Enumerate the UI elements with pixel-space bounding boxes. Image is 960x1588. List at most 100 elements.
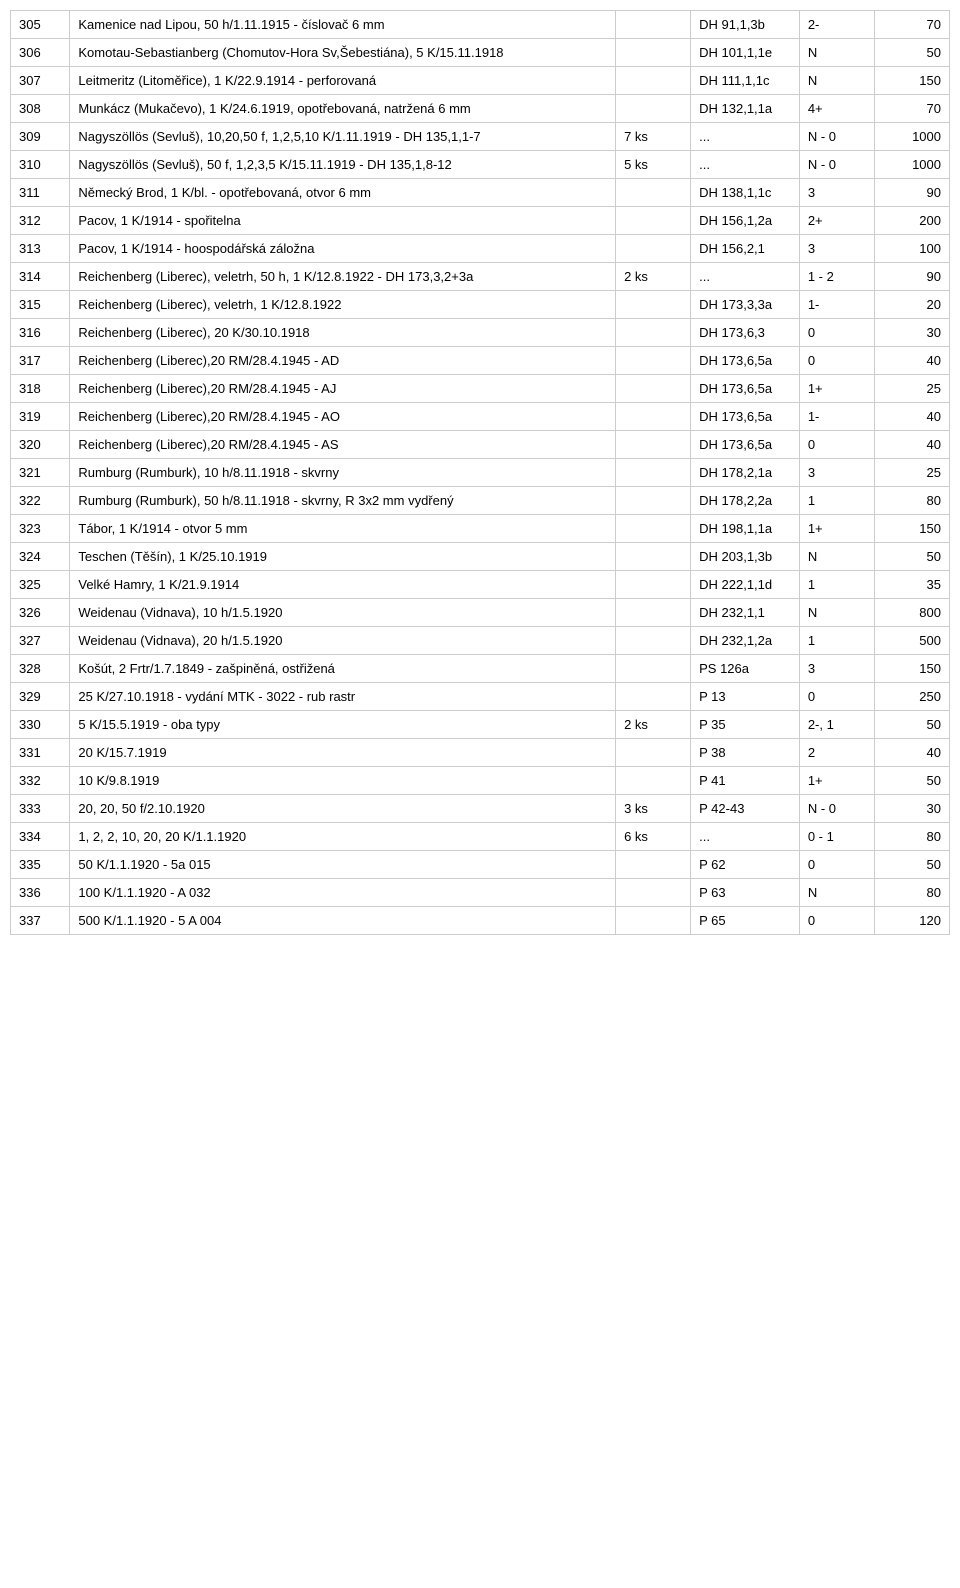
lot-quantity: [616, 879, 691, 907]
lot-grade: 1-: [799, 403, 874, 431]
lot-number: 337: [11, 907, 70, 935]
table-row: 323Tábor, 1 K/1914 - otvor 5 mmDH 198,1,…: [11, 515, 950, 543]
lot-grade: N: [799, 67, 874, 95]
lot-quantity: 5 ks: [616, 151, 691, 179]
lot-price: 20: [874, 291, 949, 319]
lot-price: 150: [874, 655, 949, 683]
lot-code: DH 173,6,5a: [691, 431, 800, 459]
lot-price: 120: [874, 907, 949, 935]
lot-grade: 0 - 1: [799, 823, 874, 851]
lot-code: DH 173,3,3a: [691, 291, 800, 319]
lot-number: 305: [11, 11, 70, 39]
lot-grade: 1+: [799, 515, 874, 543]
lot-description: Německý Brod, 1 K/bl. - opotřebovaná, ot…: [70, 179, 616, 207]
lot-grade: 1: [799, 627, 874, 655]
lot-code: P 42-43: [691, 795, 800, 823]
lot-grade: 0: [799, 851, 874, 879]
lot-code: ...: [691, 151, 800, 179]
lot-description: 25 K/27.10.1918 - vydání MTK - 3022 - ru…: [70, 683, 616, 711]
lot-description: Munkácz (Mukačevo), 1 K/24.6.1919, opotř…: [70, 95, 616, 123]
lot-description: 100 K/1.1.1920 - A 032: [70, 879, 616, 907]
lot-number: 322: [11, 487, 70, 515]
table-row: 316Reichenberg (Liberec), 20 K/30.10.191…: [11, 319, 950, 347]
lot-description: 1, 2, 2, 10, 20, 20 K/1.1.1920: [70, 823, 616, 851]
lot-quantity: [616, 655, 691, 683]
table-row: 325Velké Hamry, 1 K/21.9.1914DH 222,1,1d…: [11, 571, 950, 599]
lot-price: 40: [874, 347, 949, 375]
lot-number: 320: [11, 431, 70, 459]
lot-code: ...: [691, 263, 800, 291]
lot-quantity: [616, 683, 691, 711]
lot-code: DH 156,1,2a: [691, 207, 800, 235]
lot-price: 25: [874, 375, 949, 403]
lot-price: 40: [874, 403, 949, 431]
table-row: 336100 K/1.1.1920 - A 032P 63N80: [11, 879, 950, 907]
lot-quantity: [616, 459, 691, 487]
table-row: 313Pacov, 1 K/1914 - hoospodářská záložn…: [11, 235, 950, 263]
lot-description: Velké Hamry, 1 K/21.9.1914: [70, 571, 616, 599]
table-row: 327Weidenau (Vidnava), 20 h/1.5.1920DH 2…: [11, 627, 950, 655]
lot-code: P 63: [691, 879, 800, 907]
lot-grade: N: [799, 39, 874, 67]
lot-code: DH 232,1,2a: [691, 627, 800, 655]
lot-code: DH 178,2,2a: [691, 487, 800, 515]
lot-description: 20 K/15.7.1919: [70, 739, 616, 767]
lot-code: P 41: [691, 767, 800, 795]
lot-number: 307: [11, 67, 70, 95]
lot-description: Reichenberg (Liberec), 20 K/30.10.1918: [70, 319, 616, 347]
lot-quantity: [616, 319, 691, 347]
lot-number: 311: [11, 179, 70, 207]
table-row: 324Teschen (Těšín), 1 K/25.10.1919DH 203…: [11, 543, 950, 571]
lot-quantity: [616, 543, 691, 571]
lot-code: DH 111,1,1c: [691, 67, 800, 95]
lot-grade: 3: [799, 235, 874, 263]
table-row: 315Reichenberg (Liberec), veletrh, 1 K/1…: [11, 291, 950, 319]
table-row: 3305 K/15.5.1919 - oba typy2 ksP 352-, 1…: [11, 711, 950, 739]
lot-number: 310: [11, 151, 70, 179]
lot-number: 329: [11, 683, 70, 711]
lot-number: 325: [11, 571, 70, 599]
lot-quantity: 3 ks: [616, 795, 691, 823]
lot-number: 334: [11, 823, 70, 851]
lot-number: 326: [11, 599, 70, 627]
lot-grade: 3: [799, 655, 874, 683]
lot-price: 40: [874, 739, 949, 767]
lot-code: DH 173,6,5a: [691, 347, 800, 375]
lot-number: 321: [11, 459, 70, 487]
lot-number: 327: [11, 627, 70, 655]
lot-price: 30: [874, 795, 949, 823]
lot-grade: 1+: [799, 767, 874, 795]
lot-grade: 1 - 2: [799, 263, 874, 291]
lot-description: Reichenberg (Liberec),20 RM/28.4.1945 - …: [70, 431, 616, 459]
lot-price: 150: [874, 515, 949, 543]
lot-description: Pacov, 1 K/1914 - spořitelna: [70, 207, 616, 235]
lot-number: 332: [11, 767, 70, 795]
lot-grade: N: [799, 543, 874, 571]
table-row: 308Munkácz (Mukačevo), 1 K/24.6.1919, op…: [11, 95, 950, 123]
lot-number: 315: [11, 291, 70, 319]
lot-description: Komotau-Sebastianberg (Chomutov-Hora Sv,…: [70, 39, 616, 67]
lot-grade: N - 0: [799, 151, 874, 179]
lot-description: Reichenberg (Liberec), veletrh, 1 K/12.8…: [70, 291, 616, 319]
lot-description: Tábor, 1 K/1914 - otvor 5 mm: [70, 515, 616, 543]
lot-number: 336: [11, 879, 70, 907]
lot-grade: 2: [799, 739, 874, 767]
lot-grade: 0: [799, 431, 874, 459]
lot-price: 50: [874, 711, 949, 739]
lot-description: Teschen (Těšín), 1 K/25.10.1919: [70, 543, 616, 571]
lot-quantity: [616, 431, 691, 459]
lot-quantity: 7 ks: [616, 123, 691, 151]
lot-code: P 38: [691, 739, 800, 767]
lot-number: 330: [11, 711, 70, 739]
lot-grade: N: [799, 879, 874, 907]
lot-price: 1000: [874, 151, 949, 179]
table-row: 33550 K/1.1.1920 - 5a 015P 62050: [11, 851, 950, 879]
lot-quantity: [616, 67, 691, 95]
table-row: 305Kamenice nad Lipou, 50 h/1.11.1915 - …: [11, 11, 950, 39]
lot-grade: 4+: [799, 95, 874, 123]
catalog-table: 305Kamenice nad Lipou, 50 h/1.11.1915 - …: [10, 10, 950, 935]
table-row: 321Rumburg (Rumburk), 10 h/8.11.1918 - s…: [11, 459, 950, 487]
lot-quantity: [616, 851, 691, 879]
lot-code: P 62: [691, 851, 800, 879]
lot-grade: N: [799, 599, 874, 627]
